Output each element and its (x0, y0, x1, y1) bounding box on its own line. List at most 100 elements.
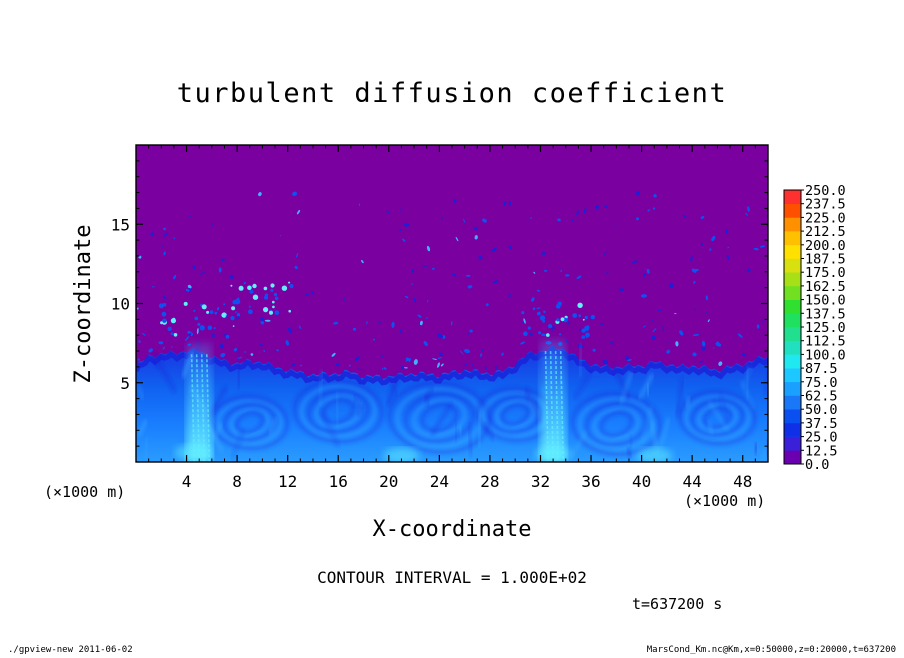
speckle (577, 303, 582, 308)
time-label: t=637200 s (632, 595, 722, 613)
speckle (210, 310, 214, 314)
colorbar-label: 200.0 (805, 238, 846, 254)
colorbar-swatch (784, 423, 801, 437)
colorbar-swatch (784, 217, 801, 231)
speckle (275, 297, 279, 301)
speckle (244, 282, 246, 284)
y-tick-label: 15 (111, 215, 130, 234)
speckle (194, 317, 198, 321)
colorbar-label: 237.5 (805, 197, 846, 213)
y-axis-label: Z-coordinate (71, 225, 96, 384)
speckle (248, 309, 253, 314)
y-unit-label: (×1000 m) (44, 483, 125, 501)
colorbar-label: 37.5 (805, 416, 838, 432)
speckle (288, 282, 290, 284)
colorbar-swatch (784, 368, 801, 382)
speckle (546, 333, 550, 337)
contour-interval-label: CONTOUR INTERVAL = 1.000E+02 (317, 568, 587, 587)
speckle (221, 312, 226, 317)
colorbar-swatch (784, 327, 801, 341)
colorbar-label: 175.0 (805, 265, 846, 281)
x-tick-label: 16 (329, 472, 348, 491)
colorbar-swatch (784, 204, 801, 218)
colorbar-swatch (784, 245, 801, 259)
colorbar-label: 87.5 (805, 361, 838, 377)
speckle (202, 304, 207, 309)
colorbar-swatch (784, 259, 801, 273)
colorbar-label: 50.0 (805, 402, 838, 418)
speckle (230, 285, 232, 287)
speckle (237, 313, 240, 316)
colorbar-swatch (784, 396, 801, 410)
speckle (275, 310, 280, 315)
speckle (187, 331, 190, 334)
surface-patch (175, 444, 211, 460)
speckle (557, 302, 562, 307)
colorbar-swatch (784, 409, 801, 423)
colorbar-label: 137.5 (805, 306, 846, 322)
colorbar-swatch (784, 231, 801, 245)
speckle (231, 306, 235, 310)
speckle (163, 303, 167, 307)
speckle (540, 315, 545, 320)
speckle (223, 303, 225, 305)
colorbar-swatch (784, 190, 801, 204)
colorbar-label: 225.0 (805, 210, 846, 226)
colorbar-label: 100.0 (805, 347, 846, 363)
x-tick-label: 40 (632, 472, 651, 491)
footer-right: MarsCond_Km.nc@Km,x=0:50000,z=0:20000,t=… (647, 645, 896, 654)
speckle (543, 311, 545, 313)
footer-left: ./gpview-new 2011-06-02 (8, 645, 133, 654)
speckle (538, 331, 541, 334)
colorbar-label: 187.5 (805, 252, 846, 268)
x-tick-label: 20 (379, 472, 398, 491)
colorbar-label: 12.5 (805, 443, 838, 459)
speckle (572, 313, 577, 318)
speckle (208, 326, 213, 331)
x-tick-label: 32 (531, 472, 550, 491)
speckle (206, 311, 209, 314)
speckle (253, 295, 258, 300)
speckle (537, 312, 541, 316)
colorbar-swatch (784, 286, 801, 300)
plot-area (136, 145, 775, 464)
speckle (250, 290, 254, 294)
x-tick-label: 4 (182, 472, 192, 491)
colorbar-label: 62.5 (805, 389, 838, 405)
x-tick-label: 8 (232, 472, 242, 491)
colorbar-label: 150.0 (805, 293, 846, 309)
speckle (272, 301, 275, 304)
colorbar-label: 112.5 (805, 334, 846, 350)
colorbar-label: 212.5 (805, 224, 846, 240)
speckle (531, 217, 532, 219)
speckle (585, 333, 590, 338)
speckle (252, 284, 256, 288)
y-tick-label: 10 (111, 295, 130, 314)
speckle (289, 284, 293, 288)
speckle (232, 300, 236, 304)
speckle (591, 315, 595, 319)
speckle (174, 333, 178, 337)
filament (755, 443, 757, 454)
speckle (272, 306, 275, 309)
x-tick-label: 12 (278, 472, 297, 491)
speckle (197, 323, 200, 326)
colorbar-label: 162.5 (805, 279, 846, 295)
speckle (528, 326, 531, 329)
colorbar-swatch (784, 341, 801, 355)
chart-title: turbulent diffusion coefficient (177, 78, 727, 109)
speckle (162, 312, 167, 317)
speckle (559, 333, 561, 335)
speckle (171, 318, 176, 323)
speckle (582, 335, 586, 339)
colorbar-swatch (784, 382, 801, 396)
speckle (162, 319, 166, 323)
colorbar-swatch (784, 437, 801, 451)
speckle (247, 286, 252, 291)
colorbar-label: 125.0 (805, 320, 846, 336)
speckle (200, 325, 205, 330)
filament (238, 350, 239, 387)
speckle (249, 306, 251, 308)
colorbar: 0.012.525.037.550.062.575.087.5100.0112.… (784, 183, 846, 473)
